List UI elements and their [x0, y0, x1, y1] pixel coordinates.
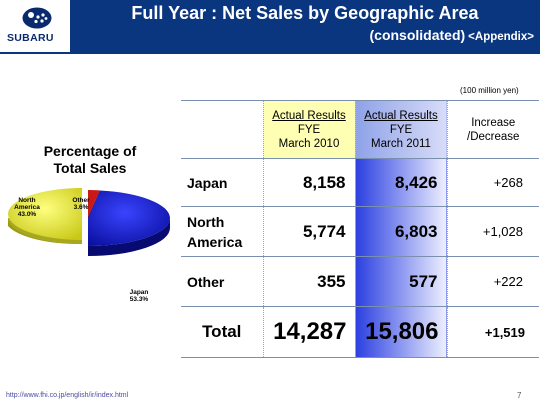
col-2010-line2: FYE	[297, 123, 321, 136]
subtitle-text: (consolidated)	[369, 27, 466, 43]
table-total-row: Total 14,287 15,806 +1,519	[181, 306, 539, 358]
cell-inc-total: +1,519	[447, 306, 539, 358]
col-header-increase: Increase /Decrease	[447, 100, 539, 159]
pie-label-japan-pct: 53.3%	[129, 296, 149, 303]
table-row: North America 5,774 6,803 +1,028	[181, 206, 539, 257]
footer-url-link[interactable]: http://www.fhi.co.jp/english/ir/index.ht…	[6, 392, 129, 399]
appendix-tag: <Appendix>	[468, 31, 534, 43]
pie-slice-japan	[88, 190, 170, 256]
col-header-fye-2011: Actual Results FYE March 2011	[355, 100, 448, 159]
cell-2011-japan: 8,426	[355, 158, 448, 207]
header-divider	[0, 52, 540, 54]
row-label-line1: Japan	[187, 174, 228, 191]
pie-title-line1: Percentage of	[43, 143, 137, 159]
pie-label-other-name: Other	[72, 197, 90, 204]
pie-slice-north-america	[8, 188, 82, 245]
pie-label-other: Other 3.6%	[66, 197, 96, 211]
pie-label-na-line1: North	[18, 197, 36, 204]
table-row: Other 355 577 +222	[181, 256, 539, 307]
pie-title: Percentage of Total Sales	[30, 143, 150, 177]
row-label-line2: America	[187, 233, 243, 250]
cell-inc-other: +222	[447, 256, 539, 307]
col-2011-line3: March 2011	[371, 137, 431, 150]
pie-label-japan-name: Japan	[129, 289, 149, 296]
row-label-line1: Other	[187, 273, 225, 290]
row-label-north-america: North America	[181, 206, 264, 257]
pie-label-na-pct: 43.0%	[17, 211, 37, 218]
page-subtitle: (consolidated) <Appendix>	[370, 27, 535, 43]
pie-label-na-line2: America	[14, 204, 40, 211]
cell-2011-other: 577	[355, 256, 448, 307]
col-header-fye-2010: Actual Results FYE March 2010	[263, 100, 356, 159]
pie-label-north-america: North America 43.0%	[4, 197, 50, 218]
pleiades-logo-icon	[22, 7, 52, 29]
col-2011-line1: Actual Results	[364, 109, 438, 122]
col-2011-line2: FYE	[389, 123, 413, 136]
cell-inc-japan: +268	[447, 158, 539, 207]
cell-2010-other: 355	[263, 256, 356, 307]
row-label-japan: Japan	[181, 158, 264, 207]
logo-text: SUBARU	[7, 32, 54, 44]
cell-2011-north-america: 6,803	[355, 206, 448, 257]
pie-title-line2: Total Sales	[53, 160, 127, 176]
cell-2010-total: 14,287	[263, 306, 356, 358]
pie-chart	[8, 188, 170, 256]
table-row: Japan 8,158 8,426 +268	[181, 158, 539, 207]
header-band	[70, 0, 540, 52]
sales-table: Actual Results FYE March 2010 Actual Res…	[181, 100, 539, 358]
table-corner-cell	[181, 100, 264, 159]
cell-inc-north-america: +1,028	[447, 206, 539, 257]
col-2010-line1: Actual Results	[272, 109, 346, 122]
col-2010-line3: March 2010	[278, 137, 340, 150]
col-inc-line1: Increase	[471, 116, 516, 129]
row-label-other: Other	[181, 256, 264, 307]
pie-label-japan: Japan 53.3%	[124, 289, 154, 303]
cell-2010-north-america: 5,774	[263, 206, 356, 257]
subaru-logo: SUBARU	[0, 0, 70, 52]
row-label-total: Total	[181, 306, 264, 358]
pie-label-other-pct: 3.6%	[73, 204, 89, 211]
cell-2011-total: 15,806	[355, 306, 448, 358]
row-label-line1: North	[187, 213, 225, 230]
unit-note: (100 million yen)	[460, 86, 519, 95]
page-number: 7	[517, 391, 522, 400]
table-header-row: Actual Results FYE March 2010 Actual Res…	[181, 100, 539, 159]
page-title: Full Year : Net Sales by Geographic Area	[131, 3, 479, 23]
cell-2010-japan: 8,158	[263, 158, 356, 207]
col-inc-line2: /Decrease	[467, 130, 520, 143]
